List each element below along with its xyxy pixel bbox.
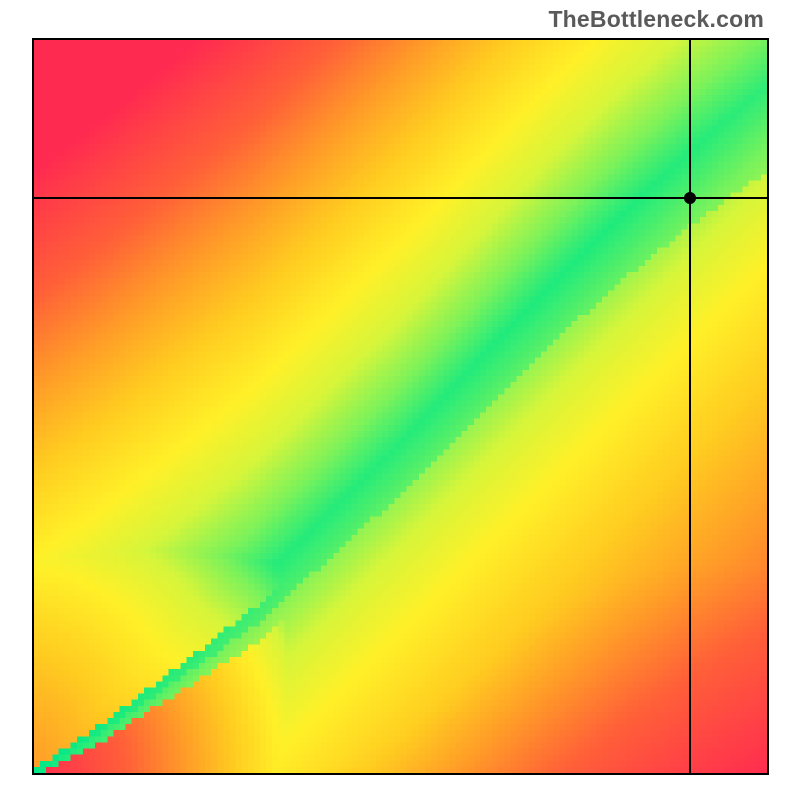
heatmap-chart	[32, 38, 769, 775]
crosshair-vertical	[689, 40, 691, 773]
heatmap-canvas	[34, 40, 767, 773]
watermark-text: TheBottleneck.com	[548, 6, 764, 33]
crosshair-horizontal	[34, 197, 767, 199]
marker-dot	[684, 192, 696, 204]
